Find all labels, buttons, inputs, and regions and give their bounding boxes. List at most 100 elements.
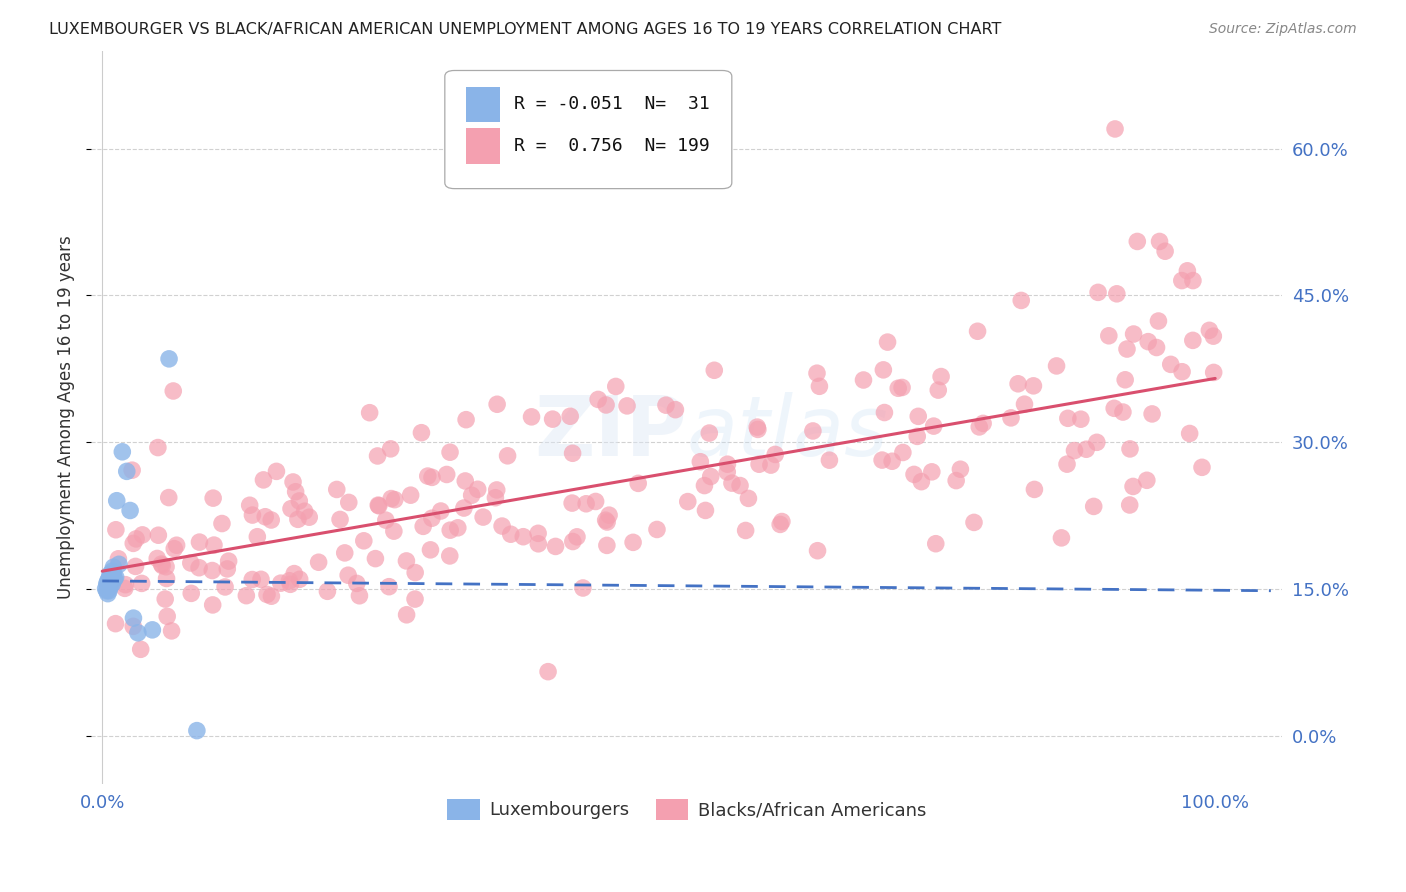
Point — [96, 583, 118, 598]
Point — [721, 476, 744, 491]
Point — [108, 558, 131, 572]
Point — [664, 402, 686, 417]
Point — [737, 491, 759, 506]
Point — [98, 580, 121, 594]
Point — [124, 559, 146, 574]
Point — [100, 570, 122, 584]
Point — [1181, 274, 1204, 288]
Point — [891, 380, 914, 394]
Point — [460, 488, 482, 502]
Point — [572, 581, 595, 595]
Point — [104, 570, 127, 584]
Point — [949, 462, 972, 476]
Point — [1191, 460, 1213, 475]
Point — [716, 457, 738, 471]
Point — [1198, 323, 1220, 337]
Point — [873, 405, 896, 419]
Point — [734, 524, 756, 538]
Point — [188, 560, 211, 574]
FancyBboxPatch shape — [467, 87, 499, 122]
Point — [1087, 285, 1109, 300]
Point — [967, 420, 990, 434]
Point — [808, 379, 831, 393]
Point — [1024, 483, 1046, 497]
Point — [453, 501, 475, 516]
Point — [499, 527, 522, 541]
Point — [280, 577, 302, 591]
Point — [491, 519, 513, 533]
Point — [316, 584, 339, 599]
Point — [281, 475, 304, 489]
Point — [97, 577, 120, 591]
Point — [131, 528, 153, 542]
Point — [676, 494, 699, 508]
Point — [1010, 293, 1032, 308]
Point — [420, 511, 443, 525]
Point — [155, 572, 177, 586]
Point — [699, 469, 721, 483]
Point — [1202, 366, 1225, 380]
Point — [748, 457, 770, 471]
Point — [645, 523, 668, 537]
Point — [1063, 443, 1085, 458]
Point — [1102, 401, 1125, 416]
Point — [1116, 342, 1139, 356]
Point — [616, 399, 638, 413]
Point — [218, 554, 240, 568]
Legend: Luxembourgers, Blacks/African Americans: Luxembourgers, Blacks/African Americans — [440, 791, 934, 827]
Point — [560, 409, 582, 424]
Point — [337, 568, 360, 582]
Point — [333, 546, 356, 560]
Point — [242, 508, 264, 522]
Point — [364, 551, 387, 566]
Point — [283, 566, 305, 581]
Point — [121, 463, 143, 477]
Point — [586, 392, 609, 407]
Point — [294, 504, 316, 518]
Point — [256, 587, 278, 601]
Point — [287, 512, 309, 526]
Point — [326, 483, 349, 497]
Point — [929, 369, 952, 384]
Point — [1202, 329, 1225, 343]
Point — [1149, 235, 1171, 249]
Point — [575, 497, 598, 511]
Text: R =  0.756  N= 199: R = 0.756 N= 199 — [515, 137, 710, 155]
Text: ZIP: ZIP — [534, 392, 686, 473]
Point — [801, 424, 824, 438]
Point — [872, 363, 894, 377]
Point — [1085, 435, 1108, 450]
Point — [439, 445, 461, 459]
Point — [903, 467, 925, 482]
Point — [565, 530, 588, 544]
Point — [891, 445, 914, 459]
Point — [284, 484, 307, 499]
Point — [180, 556, 202, 570]
Point — [439, 523, 461, 537]
Point — [160, 624, 183, 638]
Point — [180, 586, 202, 600]
Point — [695, 503, 717, 517]
Point — [1119, 442, 1142, 456]
Point — [188, 535, 211, 549]
Point — [399, 488, 422, 502]
Point — [288, 494, 311, 508]
Point — [655, 398, 678, 412]
Point — [404, 592, 426, 607]
Point — [127, 625, 149, 640]
Point — [922, 419, 945, 434]
Point — [1098, 328, 1121, 343]
Point — [1160, 357, 1182, 371]
Point — [308, 555, 330, 569]
Point — [104, 523, 127, 537]
Point — [329, 512, 352, 526]
Point — [439, 549, 461, 563]
Point — [155, 559, 177, 574]
Point — [260, 589, 283, 603]
Point — [98, 570, 121, 584]
Point — [201, 564, 224, 578]
Point — [252, 473, 274, 487]
Point — [96, 577, 118, 591]
Point — [703, 363, 725, 377]
Point — [148, 528, 170, 542]
